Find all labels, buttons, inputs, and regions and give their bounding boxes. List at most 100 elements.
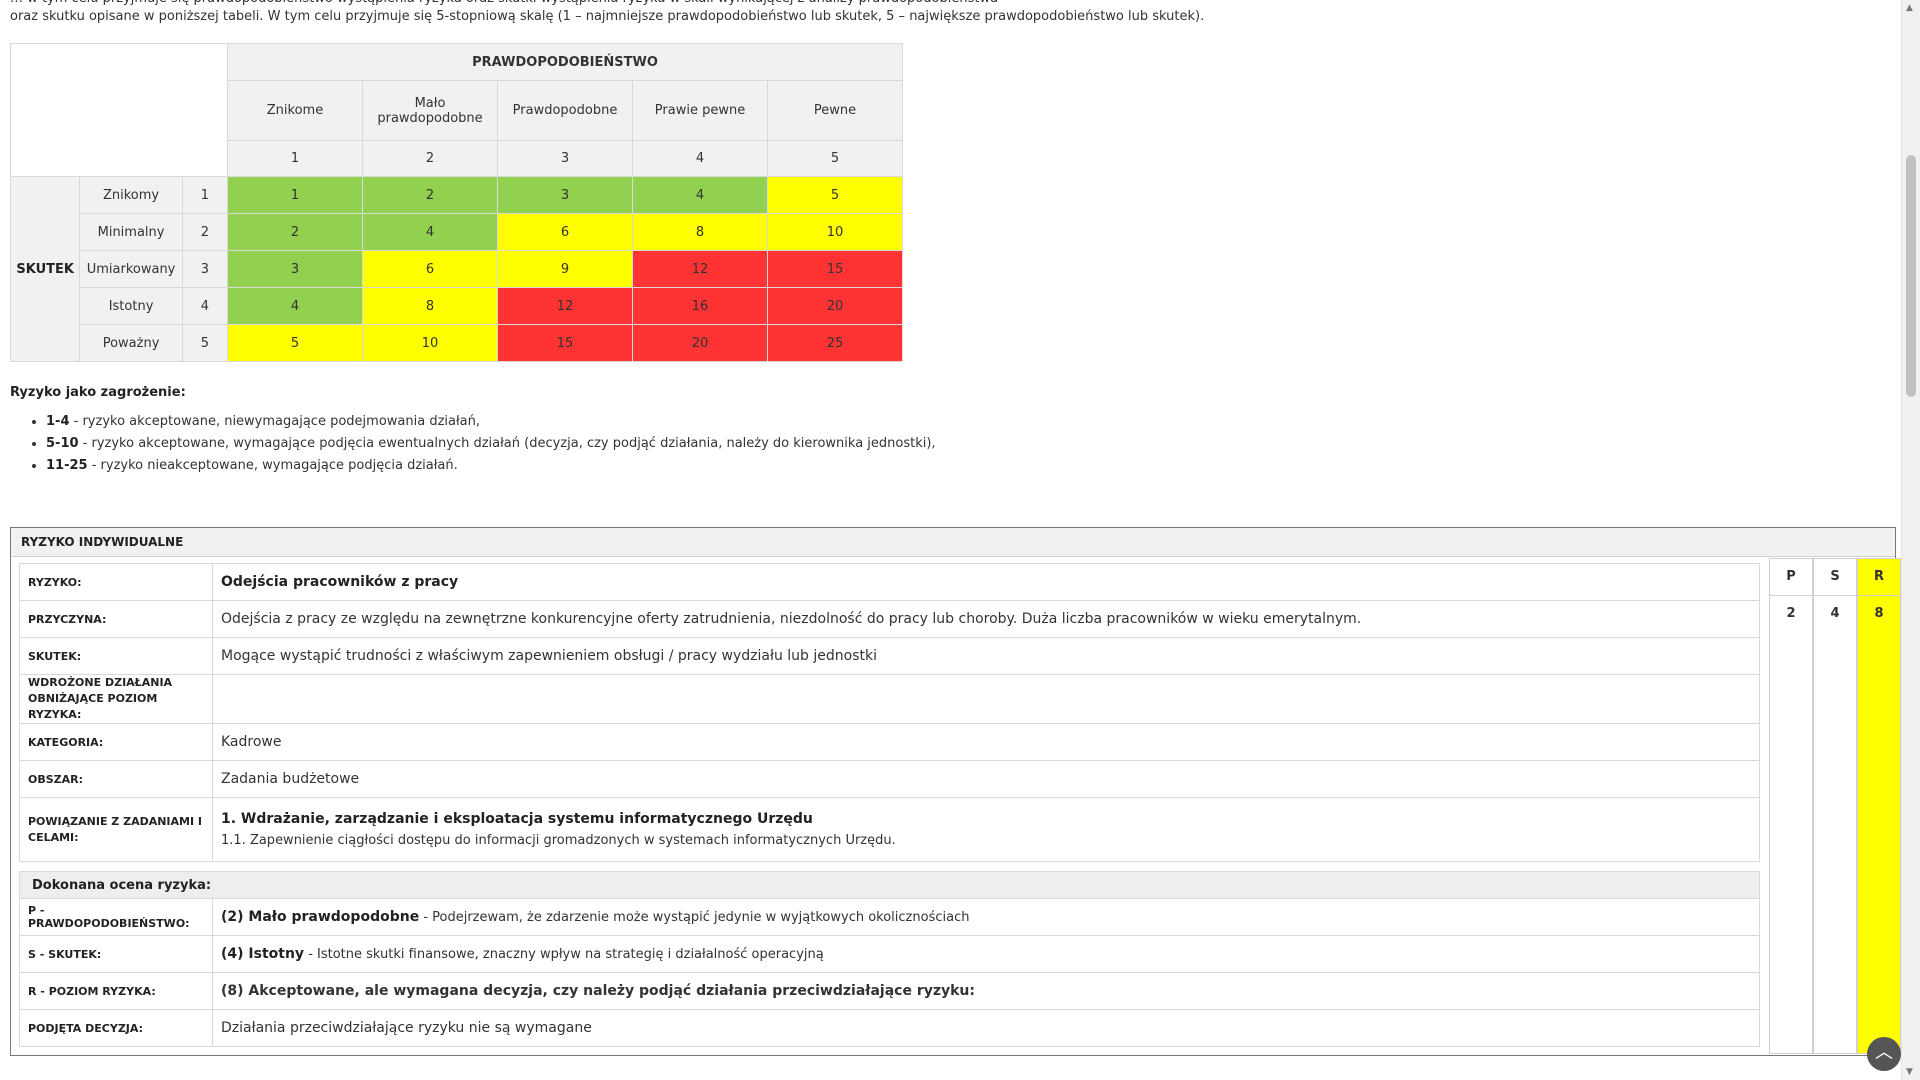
legend-item: 1-4 - ryzyko akceptowane, niewymagające … (46, 411, 936, 433)
legend-range: 5-10 (46, 436, 79, 451)
matrix-cell: 16 (632, 287, 768, 325)
prob-label: Pewne (767, 80, 903, 141)
psr-summary: P 2 S 4 R 8 (1759, 558, 1901, 1054)
p-column: P 2 (1769, 558, 1813, 1054)
probability-value: (2) Mało prawdopodobne - Podejrzewam, że… (212, 898, 1760, 936)
skutek-label: Poważny (79, 324, 183, 362)
prob-num: 3 (497, 140, 633, 177)
matrix-cell: 8 (632, 213, 768, 251)
legend-range: 11-25 (46, 458, 88, 473)
legend-title: Ryzyko jako zagrożenie: (10, 385, 186, 400)
matrix-cell: 3 (497, 176, 633, 214)
probability-text: - Podejrzewam, że zdarzenie może wystąpi… (419, 910, 970, 925)
effect-level: (4) Istotny (221, 946, 305, 962)
prob-title: PRAWDOPODOBIEŃSTWO (227, 43, 903, 81)
p-value: 2 (1786, 606, 1796, 621)
matrix-cell: 6 (497, 213, 633, 251)
matrix-cell: 10 (767, 213, 903, 251)
chevron-up-icon: ︿ (1875, 1042, 1893, 1063)
r-column: R 8 (1857, 558, 1901, 1054)
s-column: S 4 (1813, 558, 1857, 1054)
matrix-cell: 6 (362, 250, 498, 288)
legend-text: - ryzyko akceptowane, wymagające podjęci… (78, 436, 936, 451)
prob-label: Prawie pewne (632, 80, 768, 141)
matrix-cell: 15 (767, 250, 903, 288)
intro-text: … w tym celu przyjmuje się prawdopodobie… (10, 0, 1890, 26)
effect-key: SKUTEK: (19, 637, 213, 675)
skutek-label: Istotny (79, 287, 183, 325)
p-label: P (1770, 559, 1812, 596)
risk-level-value: (8) Akceptowane, ale wymagana decyzja, c… (212, 972, 1760, 1010)
skutek-num: 2 (181, 213, 229, 251)
scrollbar-thumb[interactable] (1906, 155, 1916, 397)
relation-key: POWIĄZANIE Z ZADANIAMI I CELAMI: (19, 797, 213, 862)
prob-label: Mało prawdopodobne (362, 80, 498, 141)
skutek-num: 4 (181, 287, 229, 325)
r-label: R (1858, 559, 1900, 596)
matrix-cell: 15 (497, 324, 633, 362)
area-value: Zadania budżetowe (212, 760, 1760, 798)
actions-key: WDROŻONE DZIAŁANIA OBNIŻAJĄCE POZIOM RYZ… (19, 674, 213, 724)
risk-info-table: RYZYKO: Odejścia pracowników z pracy PRZ… (19, 563, 1760, 1047)
skutek-label: Minimalny (79, 213, 183, 251)
matrix-cell: 20 (767, 287, 903, 325)
relation-value: 1. Wdrażanie, zarządzanie i eksploatacja… (212, 797, 1760, 862)
actions-value (212, 674, 1760, 724)
effect-level-text: - Istotne skutki finansowe, znaczny wpły… (304, 947, 824, 962)
matrix-cell: 9 (497, 250, 633, 288)
skutek-title: SKUTEK (9, 176, 81, 362)
matrix-cell: 25 (767, 324, 903, 362)
risk-key: RYZYKO: (19, 563, 213, 601)
prob-label: Znikome (227, 80, 363, 141)
intro-line-2: oraz skutku opisane w poniższej tabeli. … (10, 9, 1205, 24)
prob-num: 1 (227, 140, 363, 177)
cause-value: Odejścia z pracy ze względu na zewnętrzn… (212, 600, 1760, 638)
risk-matrix: PRAWDOPODOBIEŃSTWO Znikome Mało prawdopo… (9, 43, 903, 362)
effect-level-key: S - SKUTEK: (19, 935, 213, 973)
decision-value: Działania przeciwdziałające ryzyku nie s… (212, 1009, 1760, 1047)
category-key: KATEGORIA: (19, 723, 213, 761)
legend-item: 5-10 - ryzyko akceptowane, wymagające po… (46, 433, 936, 455)
legend-list: 1-4 - ryzyko akceptowane, niewymagające … (28, 411, 936, 477)
matrix-cell: 4 (362, 213, 498, 251)
risk-level-key: R - POZIOM RYZYKA: (19, 972, 213, 1010)
matrix-cell: 5 (227, 324, 363, 362)
prob-num: 5 (767, 140, 903, 177)
matrix-cell: 1 (227, 176, 363, 214)
skutek-num: 1 (181, 176, 229, 214)
matrix-cell: 4 (227, 287, 363, 325)
effect-level-value: (4) Istotny - Istotne skutki finansowe, … (212, 935, 1760, 973)
spacer (20, 862, 1760, 872)
panel-title: RYZYKO INDYWIDUALNE (11, 528, 1895, 557)
s-value: 4 (1830, 606, 1840, 621)
probability-level: (2) Mało prawdopodobne (221, 909, 420, 925)
prob-num: 2 (362, 140, 498, 177)
scroll-up-arrow-icon[interactable]: ▲ (1906, 3, 1913, 13)
page-scrollbar[interactable]: ▲ ▼ (1901, 0, 1920, 1080)
legend-range: 1-4 (46, 414, 70, 429)
prob-label: Prawdopodobne (497, 80, 633, 141)
matrix-cell: 12 (632, 250, 768, 288)
area-key: OBSZAR: (19, 760, 213, 798)
legend-item: 11-25 - ryzyko nieakceptowane, wymagając… (46, 455, 936, 477)
skutek-label: Znikomy (79, 176, 183, 214)
matrix-cell: 3 (227, 250, 363, 288)
legend-text: - ryzyko nieakceptowane, wymagające podj… (87, 458, 458, 473)
skutek-label: Umiarkowany (79, 250, 183, 288)
matrix-cell: 4 (632, 176, 768, 214)
r-value: 8 (1874, 606, 1884, 621)
scroll-to-top-button[interactable]: ︿ (1867, 1037, 1901, 1071)
matrix-cell: 5 (767, 176, 903, 214)
decision-key: PODJĘTA DECYZJA: (19, 1009, 213, 1047)
risk-value: Odejścia pracowników z pracy (212, 563, 1760, 601)
cause-key: PRZYCZYNA: (19, 600, 213, 638)
individual-risk-panel: RYZYKO INDYWIDUALNE RYZYKO: Odejścia pra… (10, 527, 1901, 1056)
effect-value: Mogące wystąpić trudności z właściwym za… (212, 637, 1760, 675)
matrix-cell: 2 (227, 213, 363, 251)
assessment-title: Dokonana ocena ryzyka: (19, 871, 1760, 899)
matrix-corner (10, 43, 228, 177)
prob-num: 4 (632, 140, 768, 177)
probability-key: P - PRAWDOPODOBIEŃSTWO: (19, 898, 213, 936)
s-label: S (1814, 559, 1856, 596)
scroll-down-arrow-icon[interactable]: ▼ (1906, 1067, 1913, 1077)
